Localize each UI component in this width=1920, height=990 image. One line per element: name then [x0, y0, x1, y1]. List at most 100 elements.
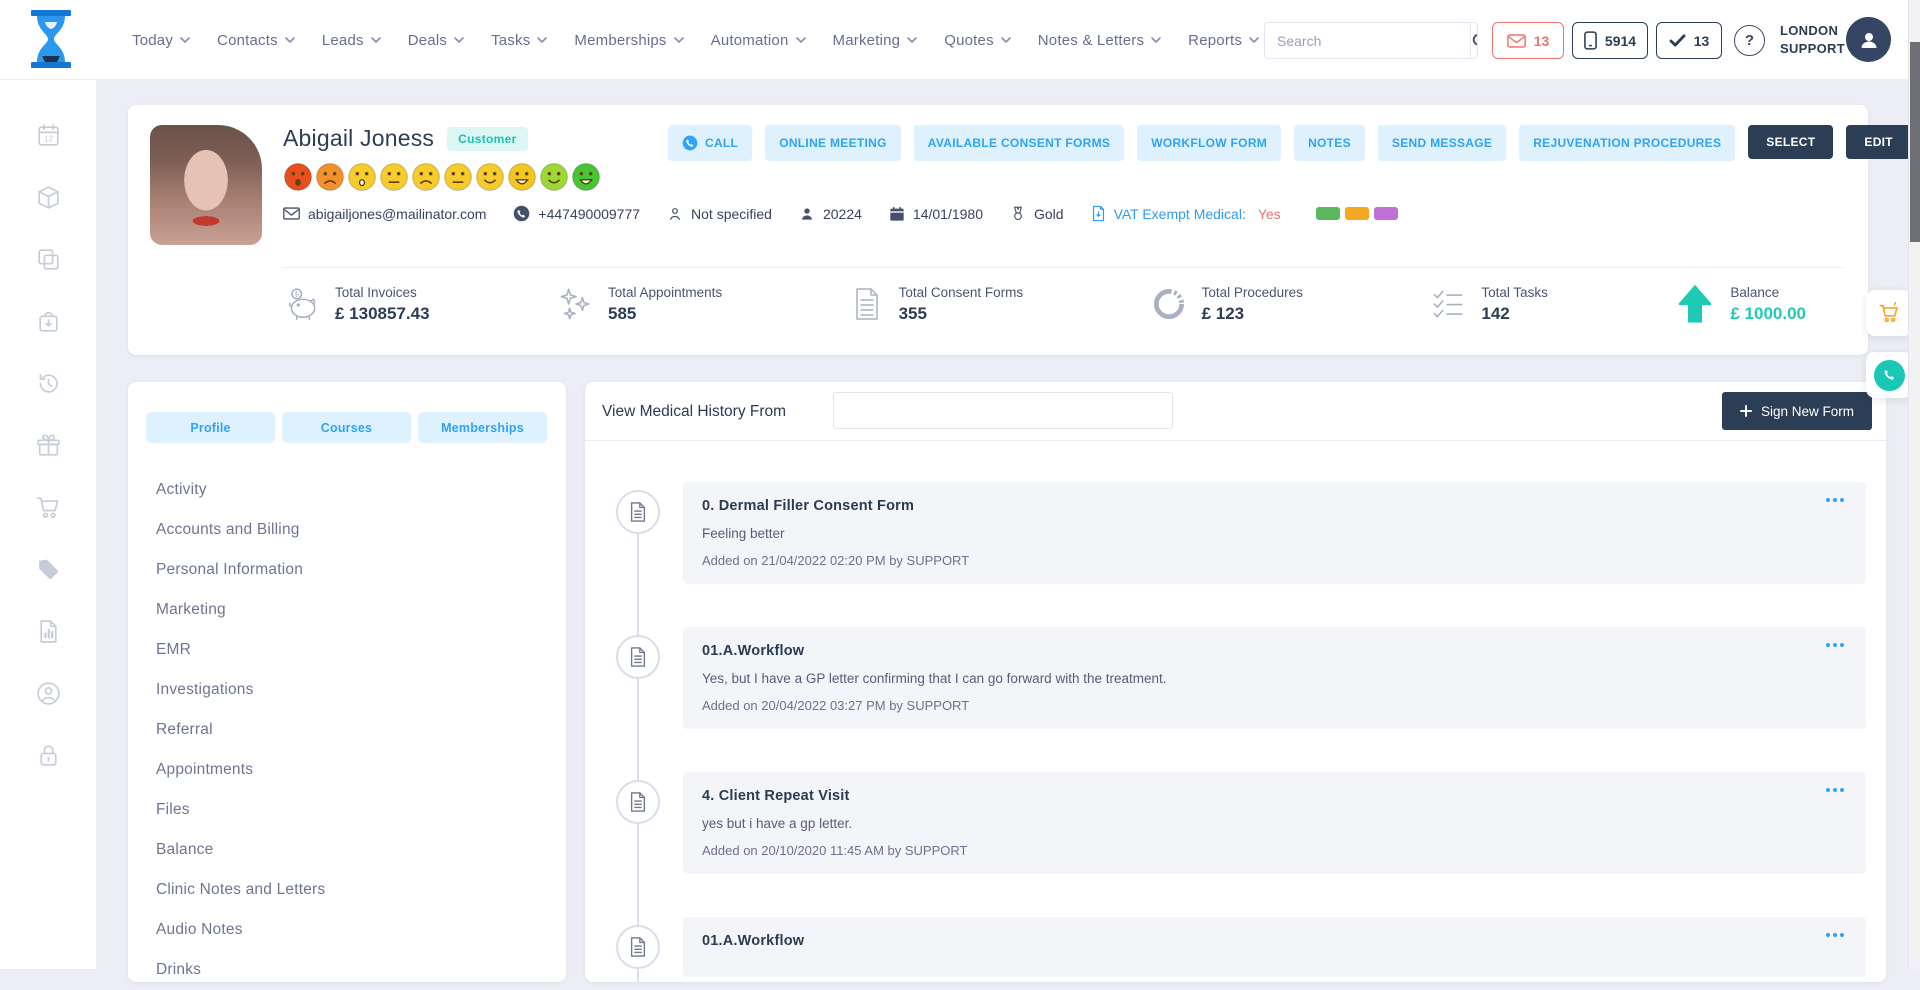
action-button[interactable]: CALL: [668, 125, 753, 161]
mood-emoji[interactable]: [539, 162, 569, 192]
history-entry: 01.A.Workflow Yes, but I have a GP lette…: [585, 627, 1886, 729]
mobile-phone-icon: [1584, 31, 1597, 50]
nav-item[interactable]: Marketing: [833, 32, 918, 49]
nav-item[interactable]: Contacts: [217, 32, 295, 49]
package-icon[interactable]: [35, 184, 62, 211]
label-swatch[interactable]: [1315, 207, 1340, 220]
history-entry-card[interactable]: 4. Client Repeat Visit yes but i have a …: [683, 772, 1866, 874]
stat-total-appointments: Total Appointments 585: [556, 283, 722, 325]
search-icon: [1472, 33, 1477, 45]
report-icon[interactable]: [35, 618, 62, 645]
patient-email[interactable]: abigailjones@mailinator.com: [283, 206, 486, 222]
lock-icon[interactable]: [35, 742, 62, 769]
action-button[interactable]: AVAILABLE CONSENT FORMS: [913, 125, 1125, 161]
history-entry-card[interactable]: 01.A.Workflow Yes, but I have a GP lette…: [683, 627, 1866, 729]
panel-menu-item[interactable]: Drinks: [156, 961, 202, 978]
history-icon[interactable]: [35, 370, 62, 397]
panel-tab[interactable]: Profile: [146, 412, 275, 443]
nav-item[interactable]: Memberships: [574, 32, 684, 49]
patient-tier[interactable]: Gold: [1010, 205, 1064, 222]
copy-icon[interactable]: [35, 246, 62, 273]
action-button[interactable]: WORKFLOW FORM: [1137, 125, 1282, 161]
mood-emoji[interactable]: [475, 162, 505, 192]
panel-menu-item[interactable]: Balance: [156, 841, 214, 858]
action-button[interactable]: NOTES: [1294, 125, 1365, 161]
patient-dob[interactable]: 14/01/1980: [889, 206, 983, 222]
action-button[interactable]: REJUVENATION PROCEDURES: [1519, 125, 1736, 161]
panel-tab[interactable]: Memberships: [418, 412, 547, 443]
panel-menu-item[interactable]: Personal Information: [156, 561, 304, 578]
nav-item[interactable]: Leads: [322, 32, 381, 49]
nav-item[interactable]: Notes & Letters: [1038, 32, 1161, 49]
mood-emoji[interactable]: [283, 162, 313, 192]
mood-emoji[interactable]: [379, 162, 409, 192]
calendar-icon[interactable]: 12: [35, 122, 62, 149]
action-button[interactable]: SEND MESSAGE: [1377, 125, 1507, 161]
edit-button[interactable]: EDIT: [1846, 125, 1911, 159]
nav-item[interactable]: Automation: [711, 32, 806, 49]
panel-menu-item[interactable]: Activity: [156, 481, 207, 498]
help-icon[interactable]: ?: [1734, 25, 1765, 56]
panel-menu-item[interactable]: Appointments: [156, 761, 254, 778]
mood-emoji[interactable]: [411, 162, 441, 192]
medical-history-date-input[interactable]: [833, 392, 1173, 429]
mood-emoji[interactable]: [315, 162, 345, 192]
panel-menu-item[interactable]: Clinic Notes and Letters: [156, 881, 326, 898]
panel-menu-item[interactable]: Accounts and Billing: [156, 521, 300, 538]
call-float-button[interactable]: [1866, 352, 1912, 398]
nav-item[interactable]: Tasks: [491, 32, 548, 49]
select-button[interactable]: SELECT: [1748, 125, 1834, 159]
tasks-badge[interactable]: 13: [1656, 22, 1722, 59]
mood-emoji[interactable]: [507, 162, 537, 192]
mood-emoji[interactable]: [443, 162, 473, 192]
search-input[interactable]: [1265, 23, 1470, 58]
app-logo[interactable]: [28, 10, 74, 68]
entry-meta: Added on 21/04/2022 02:20 PM by SUPPORT: [702, 553, 970, 568]
action-button[interactable]: ONLINE MEETING: [765, 125, 901, 161]
patient-photo[interactable]: [150, 125, 262, 245]
cart-float-button[interactable]: [1866, 290, 1912, 336]
cart-icon: [1879, 302, 1898, 323]
label-swatch[interactable]: [1344, 207, 1369, 220]
user-avatar[interactable]: [1846, 17, 1891, 62]
entry-options-button[interactable]: [1822, 639, 1848, 651]
messages-badge[interactable]: 13: [1492, 22, 1564, 59]
price-tag-icon[interactable]: $: [35, 556, 62, 583]
panel-tab[interactable]: Courses: [282, 412, 411, 443]
svg-text:12: 12: [43, 134, 53, 144]
shopping-bag-icon[interactable]: [35, 308, 62, 335]
donut-chart-icon: [1153, 288, 1184, 320]
panel-menu-item[interactable]: Referral: [156, 721, 213, 738]
nav-item[interactable]: Today: [132, 32, 190, 49]
panel-menu-item[interactable]: Files: [156, 801, 190, 818]
sign-new-form-button[interactable]: Sign New Form: [1721, 392, 1872, 430]
gift-icon[interactable]: [35, 432, 62, 459]
entry-options-button[interactable]: [1822, 929, 1848, 941]
sms-badge[interactable]: 5914: [1572, 22, 1648, 59]
cart-icon[interactable]: [35, 494, 62, 521]
nav-item[interactable]: Reports: [1188, 32, 1259, 49]
nav-item[interactable]: Quotes: [944, 32, 1011, 49]
entry-options-button[interactable]: [1822, 784, 1848, 796]
history-entry-card[interactable]: 01.A.Workflow: [683, 917, 1866, 977]
panel-menu-item[interactable]: Marketing: [156, 601, 226, 618]
search-button[interactable]: [1470, 23, 1477, 58]
mood-emoji[interactable]: [571, 162, 601, 192]
panel-menu-item[interactable]: Audio Notes: [156, 921, 243, 938]
nav-item[interactable]: Deals: [408, 32, 464, 49]
history-entry-card[interactable]: 0. Dermal Filler Consent Form Feeling be…: [683, 482, 1866, 584]
mood-emoji[interactable]: [347, 162, 377, 192]
account-icon[interactable]: [35, 680, 62, 707]
patient-phone[interactable]: +447490009777: [513, 205, 640, 222]
panel-menu-item[interactable]: Investigations: [156, 681, 254, 698]
patient-address[interactable]: Not specified: [667, 206, 772, 222]
medal-icon: [1014, 206, 1022, 221]
patient-vat-status[interactable]: VAT Exempt Medical: Yes: [1091, 205, 1281, 222]
label-swatch[interactable]: [1373, 207, 1398, 220]
tasks-count: 13: [1693, 32, 1710, 49]
panel-menu-item[interactable]: EMR: [156, 641, 192, 658]
scrollbar-thumb[interactable]: [1910, 42, 1920, 242]
patient-id[interactable]: 20224: [799, 206, 862, 222]
page-scrollbar[interactable]: [1908, 0, 1920, 969]
entry-options-button[interactable]: [1822, 494, 1848, 506]
